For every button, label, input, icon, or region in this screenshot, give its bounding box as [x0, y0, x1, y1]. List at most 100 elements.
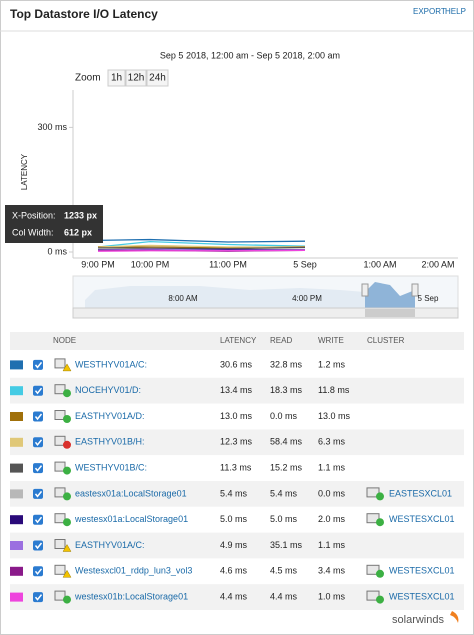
series-line	[97, 249, 306, 252]
zoom-button[interactable]	[107, 69, 126, 87]
latency: 4.9 ms	[220, 540, 248, 550]
read: 0.0 ms	[270, 411, 298, 421]
help-link[interactable]: HELP	[445, 7, 466, 16]
node-link[interactable]: WESTHYV01A/C:	[75, 359, 147, 369]
zoom-button-label[interactable]: 12h	[128, 73, 145, 84]
server-icon	[54, 410, 66, 420]
checkbox[interactable]	[33, 540, 43, 551]
status-icon	[63, 466, 71, 475]
checkbox[interactable]	[33, 592, 43, 603]
cluster-link[interactable]: EASTESXCL01	[389, 488, 452, 498]
node-link[interactable]: Westesxcl01_rddp_lun3_vol3	[75, 566, 192, 576]
series-swatch	[10, 566, 23, 576]
series-swatch	[10, 515, 23, 525]
status-icon	[63, 440, 71, 449]
latency: 5.0 ms	[220, 514, 248, 524]
server-icon	[54, 539, 66, 549]
table-row	[10, 403, 464, 430]
node-link[interactable]: EASTHYV01B/H:	[75, 437, 145, 447]
status-icon	[63, 389, 71, 398]
cluster-icon	[366, 590, 380, 601]
node-link[interactable]: westesx01b:LocalStorage01	[74, 591, 188, 601]
write: 0.0 ms	[318, 488, 346, 498]
x-tick-label: 9:00 PM	[81, 259, 115, 269]
table-row	[10, 584, 464, 610]
node-link[interactable]: EASTHYV01A/C:	[75, 540, 145, 550]
navigator-label: 4:00 PM	[292, 294, 322, 303]
checkbox[interactable]	[33, 437, 43, 448]
node-link[interactable]: eastesx01a:LocalStorage01	[75, 488, 187, 498]
zoom-buttons: 1h 12h 24h	[107, 69, 169, 87]
checkbox[interactable]	[33, 566, 43, 577]
status-icon	[376, 569, 384, 578]
brand-logo	[450, 611, 459, 623]
navigator-handle[interactable]	[411, 283, 419, 297]
column-header: READ	[270, 336, 292, 345]
cluster-icon	[366, 564, 380, 575]
latency: 30.6 ms	[220, 359, 253, 369]
zoom-button[interactable]	[146, 69, 169, 87]
node-link[interactable]: NOCEHYV01/D:	[75, 385, 141, 395]
series-line	[97, 246, 306, 250]
checkbox[interactable]	[33, 411, 43, 422]
tooltip-label: X-Position:	[12, 210, 56, 220]
checkbox[interactable]	[33, 514, 43, 525]
checkmark	[34, 387, 43, 395]
tooltip-value: 612 px	[64, 227, 92, 237]
cluster-link[interactable]: WESTESXCL01	[389, 591, 455, 601]
y-tick-label: 0 ms	[47, 246, 67, 256]
node-link[interactable]: EASTHYV01A/D:	[75, 411, 145, 421]
series-line	[97, 240, 306, 248]
node-link[interactable]: westesx01a:LocalStorage01	[74, 514, 188, 524]
column-header: CLUSTER	[367, 336, 405, 345]
scrollbar[interactable]	[72, 307, 459, 319]
series-line	[97, 238, 306, 243]
zoom-button[interactable]	[125, 69, 147, 87]
latency: 5.4 ms	[220, 488, 248, 498]
read: 4.5 ms	[270, 566, 298, 576]
checkbox[interactable]	[33, 359, 43, 370]
column-header: LATENCY	[220, 336, 257, 345]
zoom-button-label[interactable]: 1h	[111, 73, 122, 84]
series-swatch	[10, 541, 23, 550]
latency: 12.3 ms	[220, 437, 253, 447]
chart-subtitle: Sep 5 2018, 12:00 am - Sep 5 2018, 2:00 …	[160, 50, 340, 60]
table-row	[10, 352, 464, 378]
cluster-icon	[366, 513, 380, 524]
table-row	[10, 429, 464, 456]
checkmark	[34, 439, 43, 447]
table-row	[10, 455, 464, 481]
status-icon	[376, 595, 384, 604]
checkbox[interactable]	[33, 488, 43, 499]
navigator-area	[85, 286, 365, 308]
status-icon	[62, 569, 72, 578]
export-link[interactable]: EXPORT	[413, 7, 446, 16]
latency: 13.0 ms	[220, 411, 253, 421]
cluster-link[interactable]: WESTESXCL01	[389, 514, 455, 524]
read: 4.4 ms	[270, 591, 298, 601]
server-icon	[54, 590, 66, 601]
x-tick-label: 11:00 PM	[209, 259, 247, 269]
status-icon	[62, 363, 72, 372]
checkbox[interactable]	[33, 463, 43, 474]
navigator-handle[interactable]	[361, 283, 369, 297]
latency: 4.6 ms	[220, 566, 248, 576]
checkmark	[34, 516, 43, 524]
cluster-link[interactable]: WESTESXCL01	[389, 566, 455, 576]
status-icon	[63, 415, 71, 423]
zoom-button-label[interactable]: 24h	[149, 73, 166, 84]
read: 35.1 ms	[270, 540, 303, 550]
checkbox[interactable]	[33, 385, 43, 396]
tooltip-box	[5, 205, 103, 243]
scrollbar-thumb[interactable]	[365, 309, 415, 317]
node-link[interactable]: WESTHYV01B/C:	[75, 462, 147, 472]
table-row	[10, 506, 464, 533]
x-tick-label: 5 Sep	[293, 259, 317, 269]
navigator-label: 8:00 AM	[168, 294, 198, 303]
read: 58.4 ms	[270, 437, 303, 447]
navigator[interactable]: 8:00 AM 4:00 PM 5 Sep	[72, 275, 459, 319]
series-swatch	[10, 489, 23, 499]
server-icon	[54, 358, 66, 369]
x-tick-label: 2:00 AM	[421, 259, 454, 269]
series-swatch	[10, 592, 23, 602]
